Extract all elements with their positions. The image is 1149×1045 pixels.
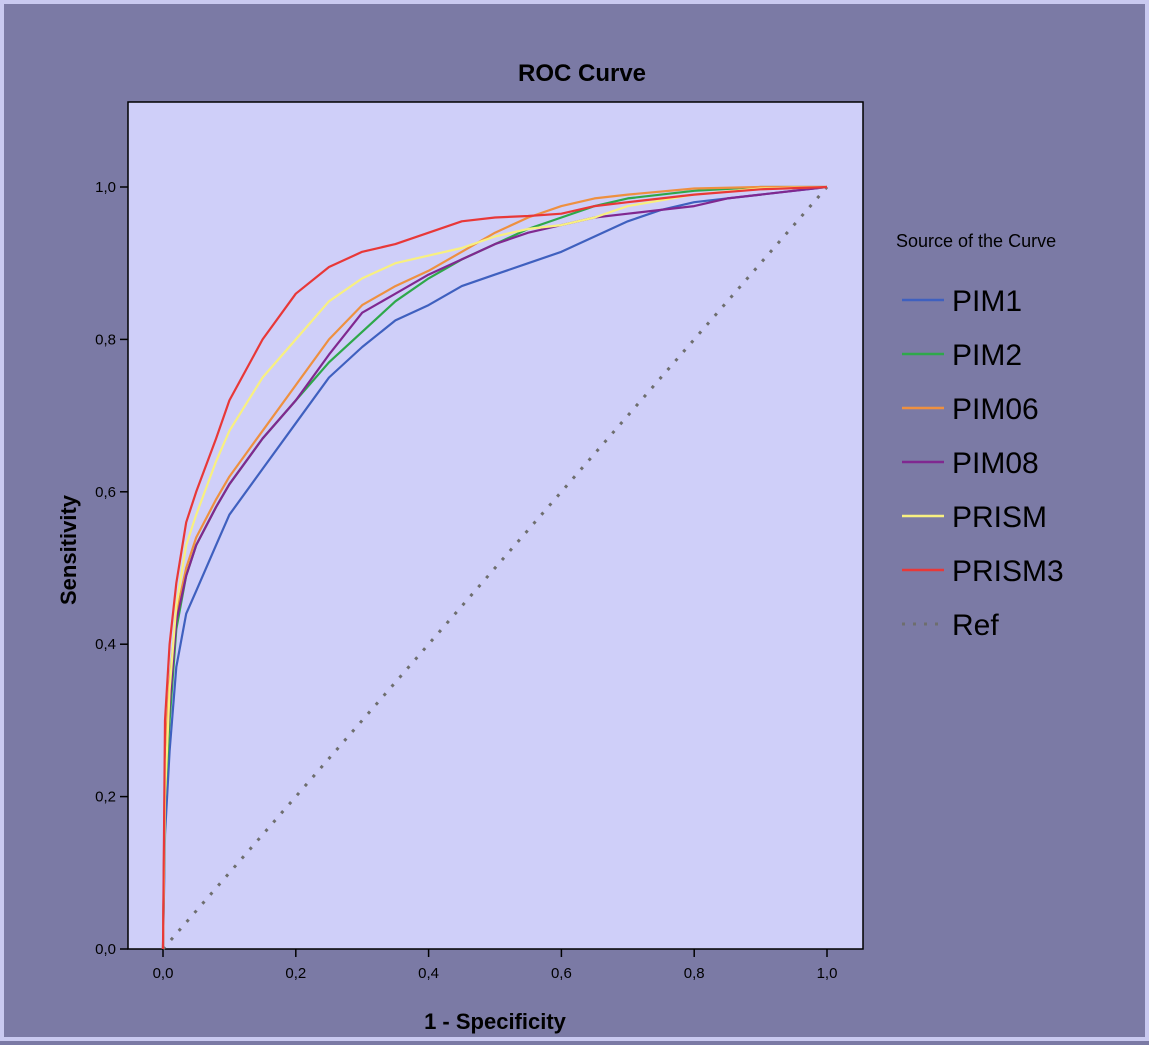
y-tick-label: 0,2 bbox=[95, 789, 116, 806]
x-tick-label: 0,4 bbox=[418, 965, 439, 982]
series-line-pim1 bbox=[161, 185, 828, 950]
legend-label-pim08: PIM08 bbox=[952, 447, 1039, 480]
legend-label-prism: PRISM bbox=[952, 501, 1047, 534]
x-tick-label: 1,0 bbox=[817, 965, 838, 982]
series-line-prism bbox=[161, 185, 828, 950]
y-tick-label: 0,8 bbox=[95, 331, 116, 348]
legend-title: Source of the Curve bbox=[896, 231, 1056, 251]
legend: Source of the Curve PIM1 PIM2 PIM06 PIM08 PR… bbox=[896, 231, 1064, 642]
x-tick-label: 0,2 bbox=[285, 965, 306, 982]
y-tick-label: 0,4 bbox=[95, 636, 116, 653]
legend-label-ref: Ref bbox=[952, 609, 999, 642]
legend-label-pim06: PIM06 bbox=[952, 393, 1039, 426]
series-line-prism3 bbox=[161, 185, 828, 950]
chart-title: ROC Curve bbox=[518, 60, 646, 87]
series-line-pim06 bbox=[161, 185, 827, 950]
y-tick-label: 0,6 bbox=[95, 484, 116, 501]
y-tick-label: 1,0 bbox=[95, 179, 116, 196]
x-tick-label: 0,6 bbox=[551, 965, 572, 982]
x-axis-ticks: 0,0 0,2 0,4 0,6 0,8 1,0 bbox=[153, 949, 838, 982]
x-tick-label: 0,0 bbox=[153, 965, 174, 982]
series-layer bbox=[161, 185, 829, 950]
roc-chart: ROC Curve 0,00,20,40,60,81,0 0,0 0,2 0,4 0,… bbox=[56, 60, 1064, 1034]
series-line-pim08 bbox=[161, 185, 828, 950]
x-axis-label: 1 - Specificity bbox=[424, 1009, 567, 1034]
legend-label-pim2: PIM2 bbox=[952, 339, 1022, 372]
series-line-ref bbox=[161, 186, 829, 950]
legend-label-prism3: PRISM3 bbox=[952, 555, 1064, 588]
y-axis-label: Sensitivity bbox=[56, 494, 81, 605]
x-tick-label: 0,8 bbox=[684, 965, 705, 982]
legend-label-pim1: PIM1 bbox=[952, 285, 1022, 318]
y-axis-ticks: 0,0 0,2 0,4 0,6 0,8 1,0 bbox=[95, 179, 128, 958]
plot-area bbox=[127, 101, 864, 950]
y-tick-label: 0,0 bbox=[95, 941, 116, 958]
